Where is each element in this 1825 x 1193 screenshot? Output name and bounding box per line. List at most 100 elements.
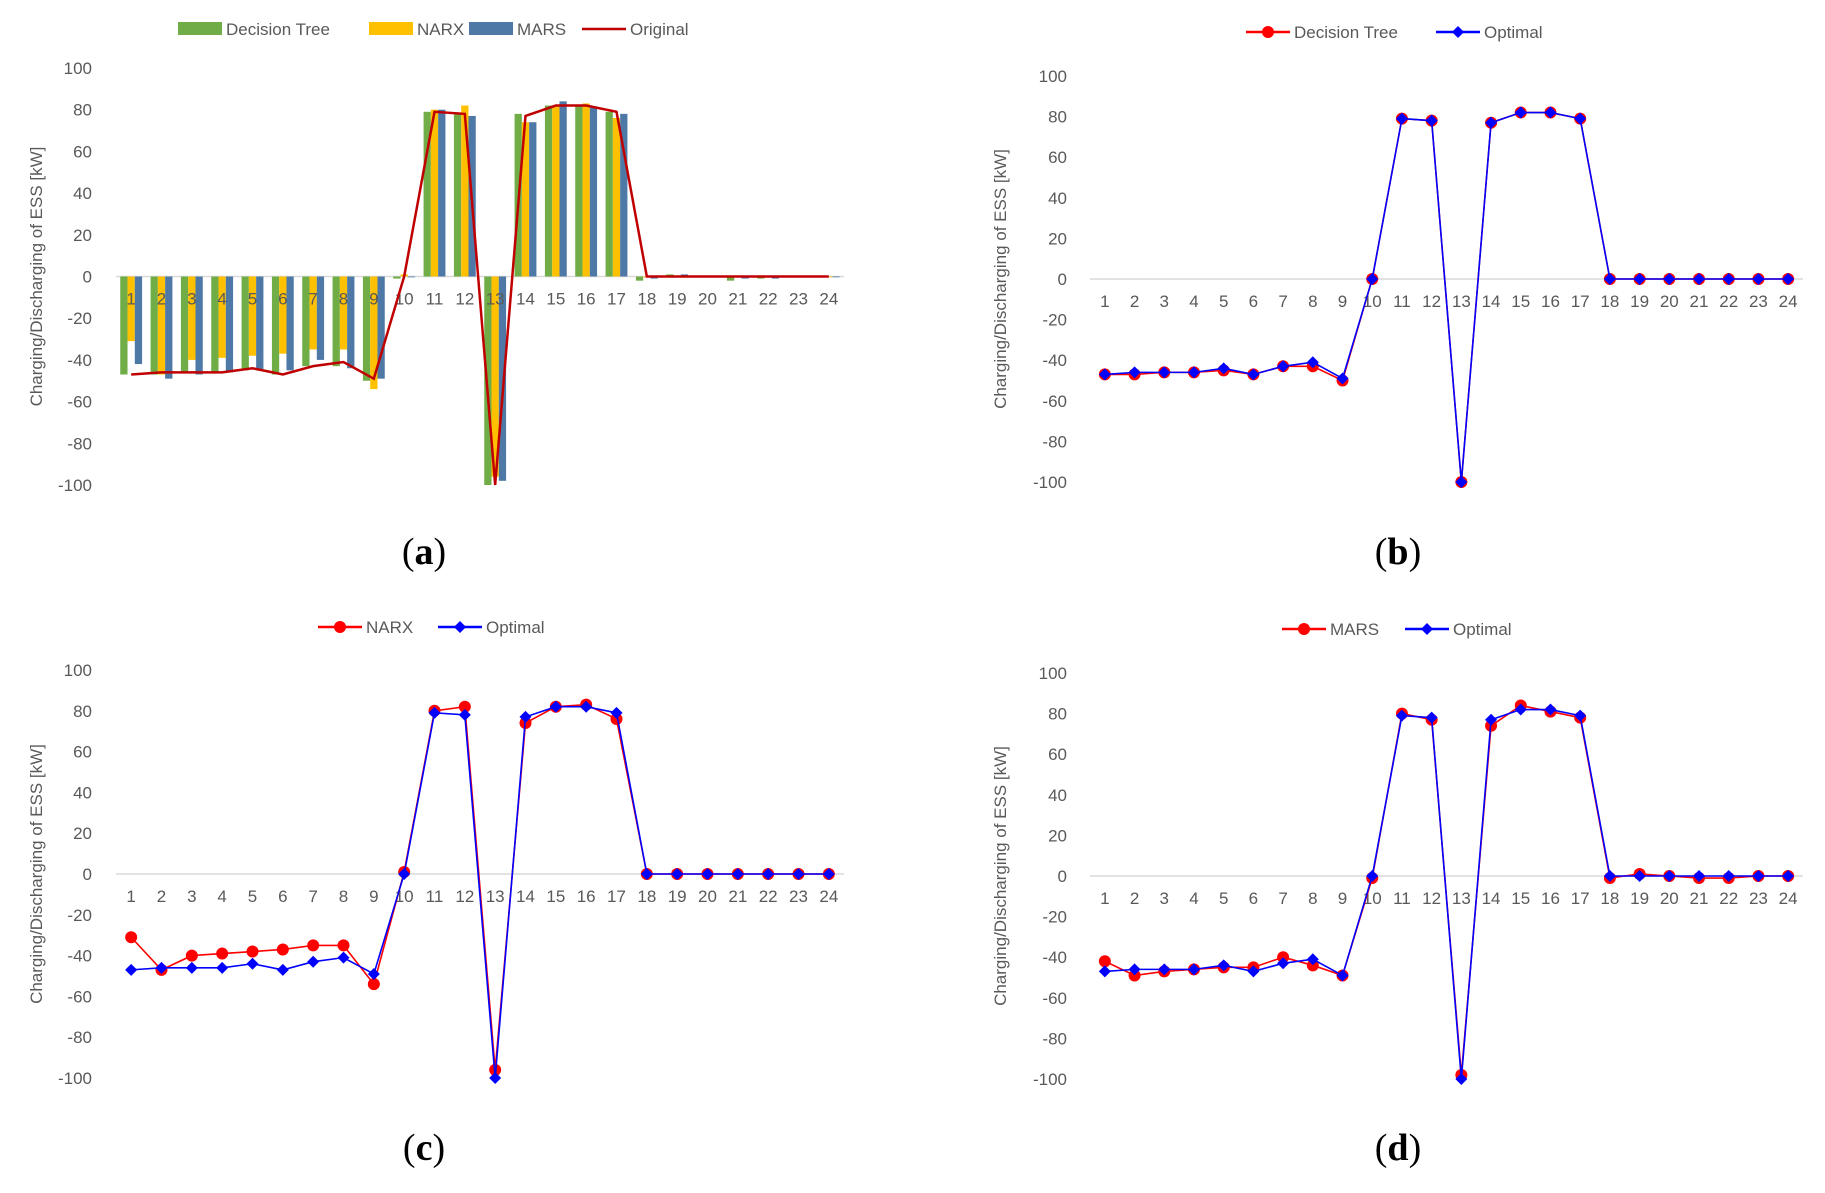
y-tick-label: 20 [73, 226, 92, 245]
bar-mars [225, 276, 234, 373]
point-narx [185, 949, 198, 962]
x-tick-label: 9 [1338, 889, 1347, 908]
x-tick-label: 9 [1338, 292, 1347, 311]
x-tick-label: 21 [1690, 292, 1709, 311]
bar-decision-tree [575, 105, 583, 277]
y-tick-label: 60 [73, 743, 92, 762]
bar-mars [529, 122, 537, 277]
y-tick-label: -40 [67, 351, 92, 370]
bar-mars [589, 107, 598, 277]
point-optimal [1277, 360, 1290, 373]
x-tick-label: 6 [1249, 889, 1258, 908]
caption-open: ( [403, 1127, 416, 1169]
x-tick-label: 1 [126, 887, 135, 906]
y-tick-label: 60 [1048, 745, 1067, 764]
x-tick-label: 16 [577, 290, 596, 309]
point-optimal [125, 963, 138, 976]
caption-close: ) [432, 1127, 445, 1169]
y-tick-label: 20 [1048, 229, 1067, 248]
point-optimal [185, 961, 198, 974]
y-tick-label: -80 [1042, 1029, 1067, 1048]
point-narx [307, 939, 320, 952]
legend-label: Decision Tree [226, 20, 330, 39]
bar-decision-tree [393, 276, 401, 279]
y-tick-label: -100 [58, 476, 92, 495]
legend-marker [454, 621, 466, 633]
x-tick-label: 18 [1600, 889, 1619, 908]
point-optimal [549, 700, 562, 713]
caption-letter: c [416, 1127, 433, 1169]
x-tick-label: 7 [308, 887, 317, 906]
point-optimal [1425, 114, 1438, 127]
point-optimal [1158, 963, 1171, 976]
x-tick-label: 20 [1660, 889, 1679, 908]
point-optimal [1247, 368, 1260, 381]
x-tick-label: 2 [157, 887, 166, 906]
legend-swatch [178, 22, 222, 35]
y-axis-title: Charging/Discharging of ESS [kW] [27, 147, 46, 407]
x-tick-label: 17 [607, 290, 626, 309]
y-tick-label: 80 [1048, 108, 1067, 127]
x-tick-label: 13 [1452, 292, 1471, 311]
point-optimal [458, 708, 471, 721]
x-tick-label: 11 [426, 887, 444, 906]
y-axis-title: Charging/Discharging of ESS [kW] [991, 149, 1010, 409]
point-narx [216, 947, 229, 960]
y-tick-label: -60 [1042, 392, 1067, 411]
point-optimal [1128, 366, 1141, 379]
y-tick-label: 100 [1039, 664, 1067, 683]
point-optimal [1366, 273, 1379, 285]
x-tick-label: 14 [1482, 292, 1501, 311]
caption-open: ( [1375, 1127, 1388, 1169]
series-line-original [131, 104, 829, 486]
y-tick-label: -40 [1042, 351, 1067, 370]
caption-open: ( [402, 531, 415, 573]
y-tick-label: 0 [1058, 867, 1067, 886]
point-mars [1277, 951, 1290, 964]
x-tick-label: 5 [1219, 889, 1228, 908]
x-tick-label: 16 [1541, 889, 1560, 908]
x-tick-label: 2 [1130, 889, 1139, 908]
point-optimal [1277, 957, 1290, 970]
point-optimal [1722, 273, 1735, 285]
point-narx [610, 712, 623, 725]
point-optimal [1158, 366, 1171, 379]
x-tick-label: 15 [546, 290, 565, 309]
bar-narx [279, 276, 287, 354]
y-tick-label: 0 [83, 865, 92, 884]
bar-mars [438, 109, 446, 277]
x-tick-label: 12 [1422, 889, 1441, 908]
bar-mars [498, 276, 507, 481]
x-tick-label: 1 [126, 290, 135, 309]
point-optimal [1187, 963, 1200, 976]
point-optimal [1782, 870, 1795, 882]
point-optimal [1693, 273, 1706, 285]
point-optimal [671, 868, 684, 880]
point-mars [1128, 969, 1141, 982]
panel-caption: (c) [403, 1127, 445, 1169]
bar-decision-tree [635, 276, 644, 281]
x-tick-label: 20 [698, 290, 717, 309]
point-optimal [1782, 273, 1795, 285]
x-tick-label: 4 [217, 887, 226, 906]
x-tick-label: 12 [455, 887, 474, 906]
bar-narx [612, 118, 621, 277]
bar-narx [491, 276, 499, 477]
bar-mars [832, 276, 840, 278]
point-optimal [1395, 112, 1408, 125]
chart-panel-a: -100 -80 -60 -40 -20 0 20 40 60 80 100 Charging/Dis… [27, 20, 844, 573]
x-tick-label: 3 [1160, 292, 1169, 311]
x-tick-label: 3 [187, 290, 196, 309]
y-tick-label: -100 [58, 1069, 92, 1088]
y-tick-label: 100 [64, 59, 92, 78]
point-optimal [1247, 965, 1260, 978]
x-tick-label: 9 [369, 290, 378, 309]
y-tick-label: -80 [67, 434, 92, 453]
point-optimal [1098, 368, 1111, 381]
x-tick-label: 14 [1482, 889, 1501, 908]
point-optimal [1514, 106, 1527, 119]
point-optimal [519, 710, 532, 723]
x-tick-label: 19 [1630, 292, 1649, 311]
point-optimal [246, 957, 259, 970]
